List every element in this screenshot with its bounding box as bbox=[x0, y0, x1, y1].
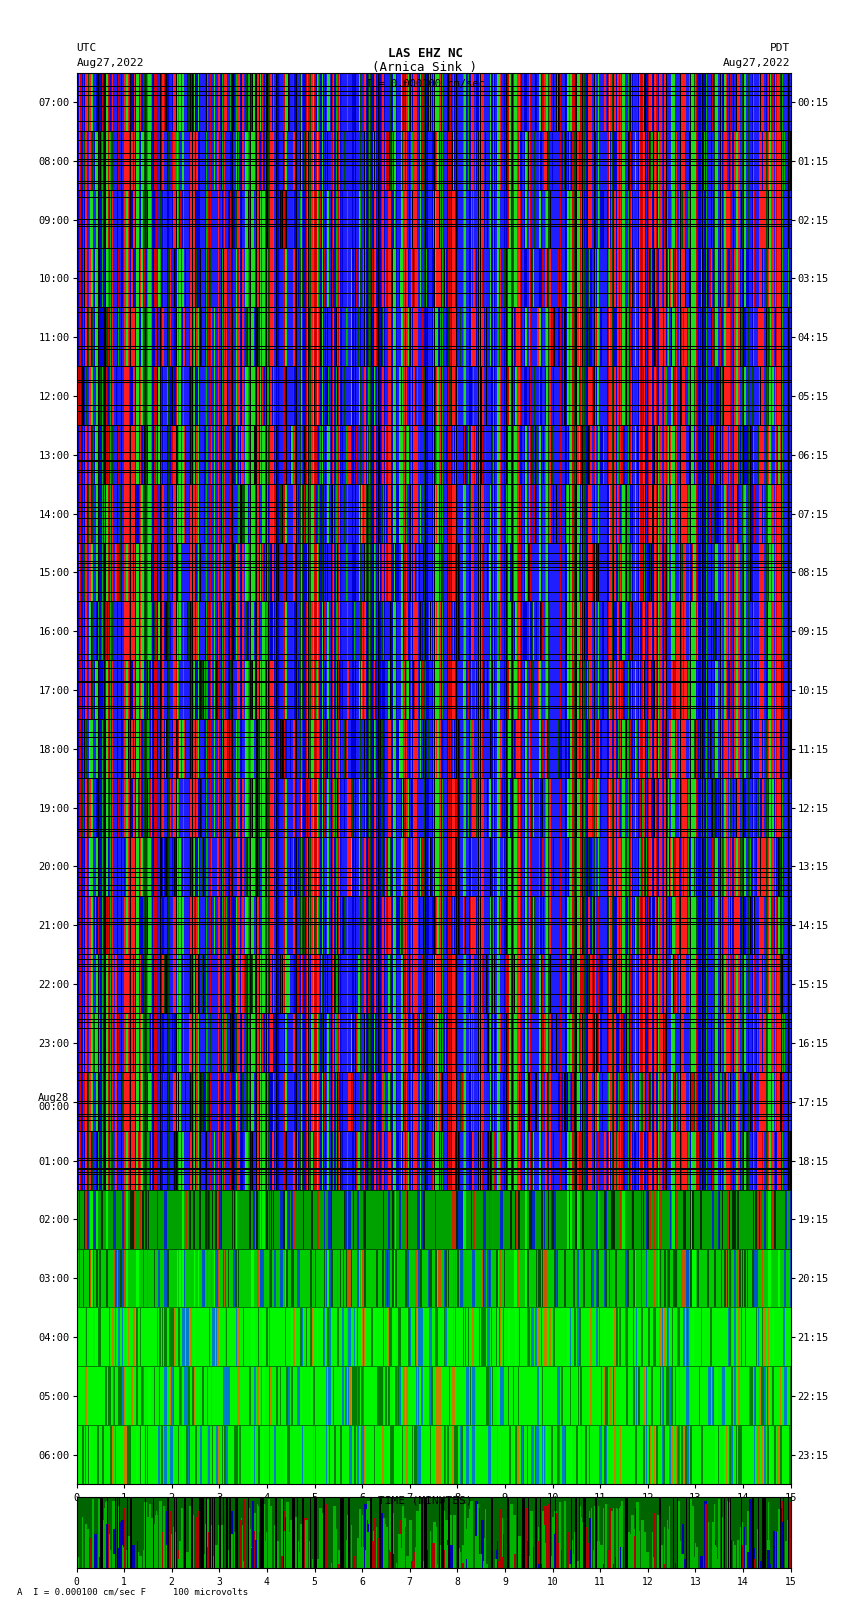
Text: A  I = 0.000100 cm/sec F     100 microvolts: A I = 0.000100 cm/sec F 100 microvolts bbox=[17, 1587, 248, 1597]
Text: Aug27,2022: Aug27,2022 bbox=[76, 58, 144, 68]
Text: TIME (MINUTES): TIME (MINUTES) bbox=[377, 1495, 473, 1505]
Text: I = 0.000100 cm/sec: I = 0.000100 cm/sec bbox=[366, 79, 484, 89]
Text: Aug27,2022: Aug27,2022 bbox=[723, 58, 791, 68]
Text: PDT: PDT bbox=[770, 44, 790, 53]
Text: (Arnica Sink ): (Arnica Sink ) bbox=[372, 61, 478, 74]
Text: UTC: UTC bbox=[76, 44, 97, 53]
Text: LAS EHZ NC: LAS EHZ NC bbox=[388, 47, 462, 60]
